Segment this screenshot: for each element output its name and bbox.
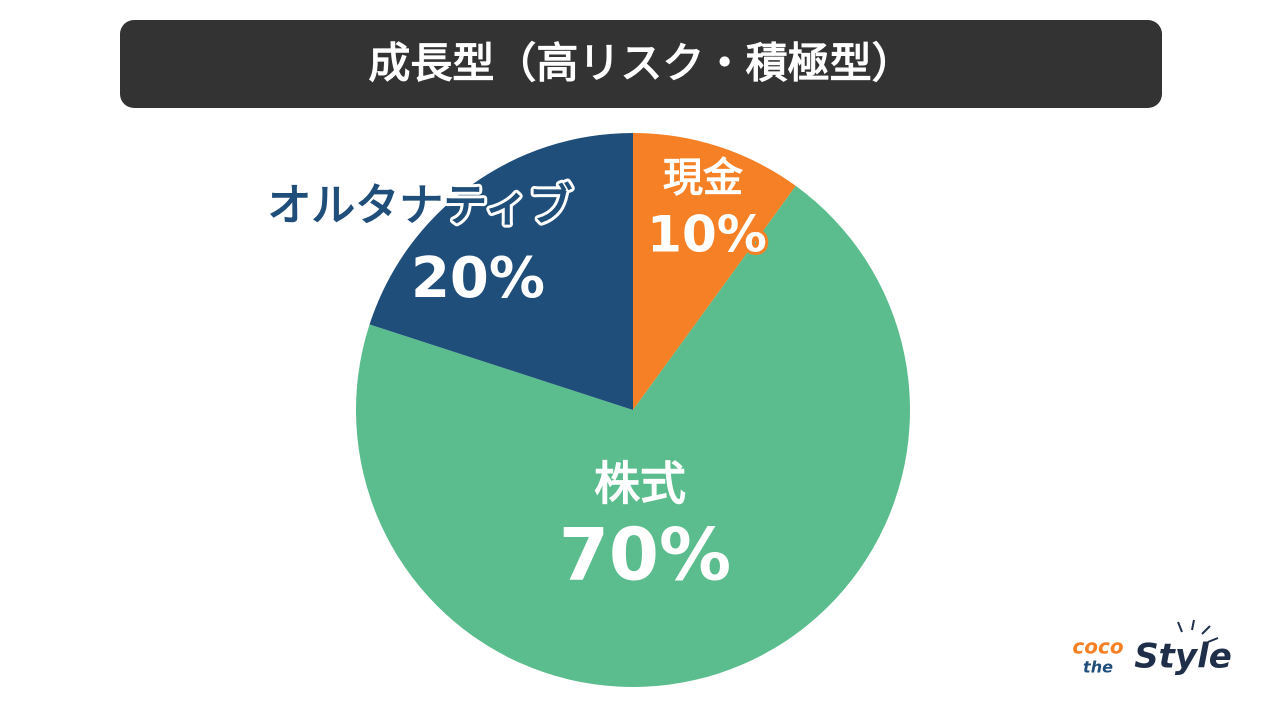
pie: [355, 133, 910, 688]
chart-title: 成長型（高リスク・積極型）: [368, 39, 913, 88]
logo-text: Style: [1134, 637, 1232, 677]
category-label: オルタナティブ: [267, 180, 572, 231]
category-label: 株式: [594, 457, 686, 511]
logo: coco the Style: [1072, 619, 1232, 677]
logo-text: the: [1083, 658, 1113, 677]
logo-sparkle: [1177, 619, 1219, 643]
pie-slice: [633, 133, 796, 410]
value-label: 10%: [647, 206, 767, 264]
pie-slice: [355, 185, 910, 688]
logo-text: coco: [1072, 635, 1123, 659]
value-label: 70%: [559, 513, 731, 597]
pie-slice: [369, 133, 633, 410]
value-label: 20%: [411, 246, 545, 311]
category-label: 現金: [663, 155, 744, 201]
title-banner: [120, 20, 1162, 108]
